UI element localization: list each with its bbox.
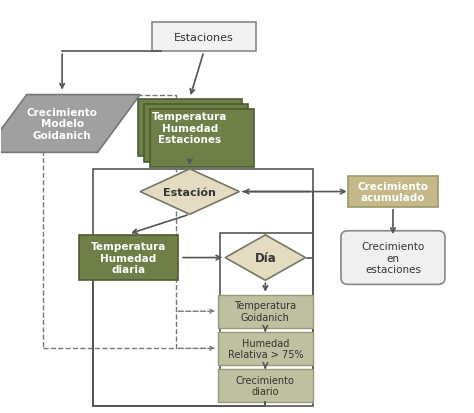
FancyBboxPatch shape [218, 295, 313, 328]
Text: Crecimiento
Modelo
Goidanich: Crecimiento Modelo Goidanich [27, 108, 98, 141]
Text: Crecimiento
acumulado: Crecimiento acumulado [357, 181, 428, 203]
FancyBboxPatch shape [348, 177, 438, 207]
Text: Temperatura
Humedad
diaria: Temperatura Humedad diaria [91, 241, 166, 275]
Polygon shape [140, 169, 239, 215]
Text: Temperatura
Goidanich: Temperatura Goidanich [234, 301, 296, 322]
Bar [43, 95, 175, 349]
Polygon shape [0, 95, 140, 153]
Polygon shape [225, 235, 306, 280]
FancyBboxPatch shape [150, 110, 254, 168]
FancyBboxPatch shape [341, 231, 445, 285]
FancyBboxPatch shape [218, 369, 313, 402]
Text: Temperatura
Humedad
Estaciones: Temperatura Humedad Estaciones [152, 112, 228, 145]
Text: Estación: Estación [164, 187, 216, 197]
Text: Crecimiento
diario: Crecimiento diario [236, 375, 295, 396]
FancyBboxPatch shape [138, 100, 242, 157]
Text: Humedad
Relativa > 75%: Humedad Relativa > 75% [228, 338, 303, 359]
FancyBboxPatch shape [152, 23, 256, 52]
Text: Estaciones: Estaciones [174, 33, 234, 43]
Text: Crecimiento
en
estaciones: Crecimiento en estaciones [361, 241, 425, 275]
FancyBboxPatch shape [144, 105, 248, 162]
FancyBboxPatch shape [79, 235, 178, 280]
Bar [93, 169, 313, 406]
Text: Día: Día [255, 252, 276, 264]
Bar [220, 233, 313, 402]
FancyBboxPatch shape [218, 332, 313, 365]
